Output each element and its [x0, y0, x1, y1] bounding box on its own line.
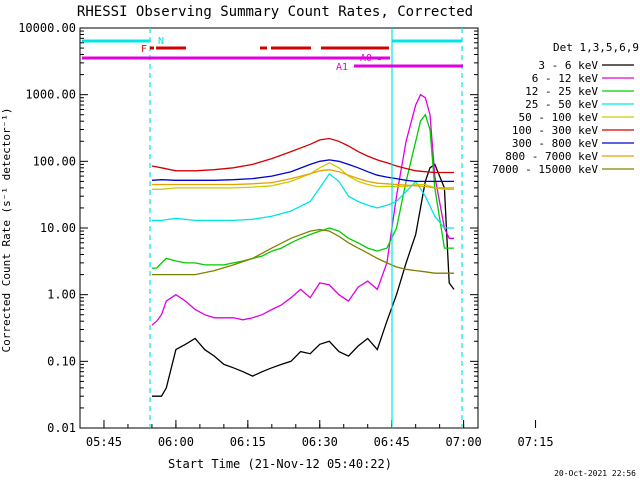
y-tick-label: 10.00	[40, 221, 76, 235]
legend-label-2: 6 - 12 keV	[532, 72, 599, 85]
x-tick-label: 05:45	[86, 435, 122, 449]
series-line-3	[151, 113, 454, 269]
x-tick-label: 06:15	[230, 435, 266, 449]
y-tick-label: 100.00	[33, 154, 76, 168]
x-tick-label: 06:00	[158, 435, 194, 449]
generation-timestamp: 20-Oct-2021 22:56	[554, 469, 636, 478]
x-tick-label: 06:30	[302, 435, 338, 449]
plot-area	[151, 93, 455, 397]
y-tick-label: 0.01	[47, 421, 76, 435]
x-axis-label: Start Time (21-Nov-12 05:40:22)	[168, 457, 392, 471]
y-tick-label: 0.10	[47, 354, 76, 368]
legend-label-6: 100 - 300 keV	[512, 124, 598, 137]
legend-label-4: 25 - 50 keV	[525, 98, 598, 111]
x-tick-label: 06:45	[374, 435, 410, 449]
legend-label-3: 12 - 25 keV	[525, 85, 598, 98]
legend-label-9: 7000 - 15000 keV	[492, 163, 598, 176]
series-line-6	[151, 137, 454, 174]
legend-label-7: 300 - 800 keV	[512, 137, 598, 150]
y-axis-label: Corrected Count Rate (s⁻¹ detector⁻¹)	[0, 107, 13, 352]
attenuator-marker	[378, 57, 381, 60]
legend-title: Det 1,3,5,6,9	[553, 41, 639, 54]
series-line-2	[151, 93, 454, 326]
series-line-1	[151, 163, 455, 397]
legend-label-5: 50 - 100 keV	[519, 111, 599, 124]
series-line-4	[151, 172, 454, 229]
series-line-5	[151, 162, 454, 190]
legend-label-8: 800 - 7000 keV	[505, 150, 598, 163]
attenuator-bar-label: A1	[336, 62, 348, 73]
attenuator-bar-label: A0	[360, 53, 372, 64]
legend-label-1: 3 - 6 keV	[538, 59, 598, 72]
series-line-7	[151, 159, 454, 183]
plot-frame	[79, 27, 479, 429]
y-tick-label: 1000.00	[25, 88, 76, 102]
status-bars: NF A0 A1	[82, 28, 463, 428]
x-tick-label: 07:00	[446, 435, 482, 449]
x-tick-label: 07:15	[517, 435, 553, 449]
chart-title: RHESSI Observing Summary Count Rates, Co…	[77, 4, 473, 20]
series-line-8	[151, 169, 454, 189]
night-bar-label: N	[158, 36, 164, 47]
y-tick-label: 10000.00	[18, 21, 76, 35]
flare-bar-label: F	[141, 44, 147, 55]
series-line-9	[151, 228, 454, 276]
axes: 05:45 06:00 06:15 06:30 06:45 07:00 07:15 0.01 0…	[18, 21, 553, 449]
y-tick-label: 1.00	[47, 288, 76, 302]
